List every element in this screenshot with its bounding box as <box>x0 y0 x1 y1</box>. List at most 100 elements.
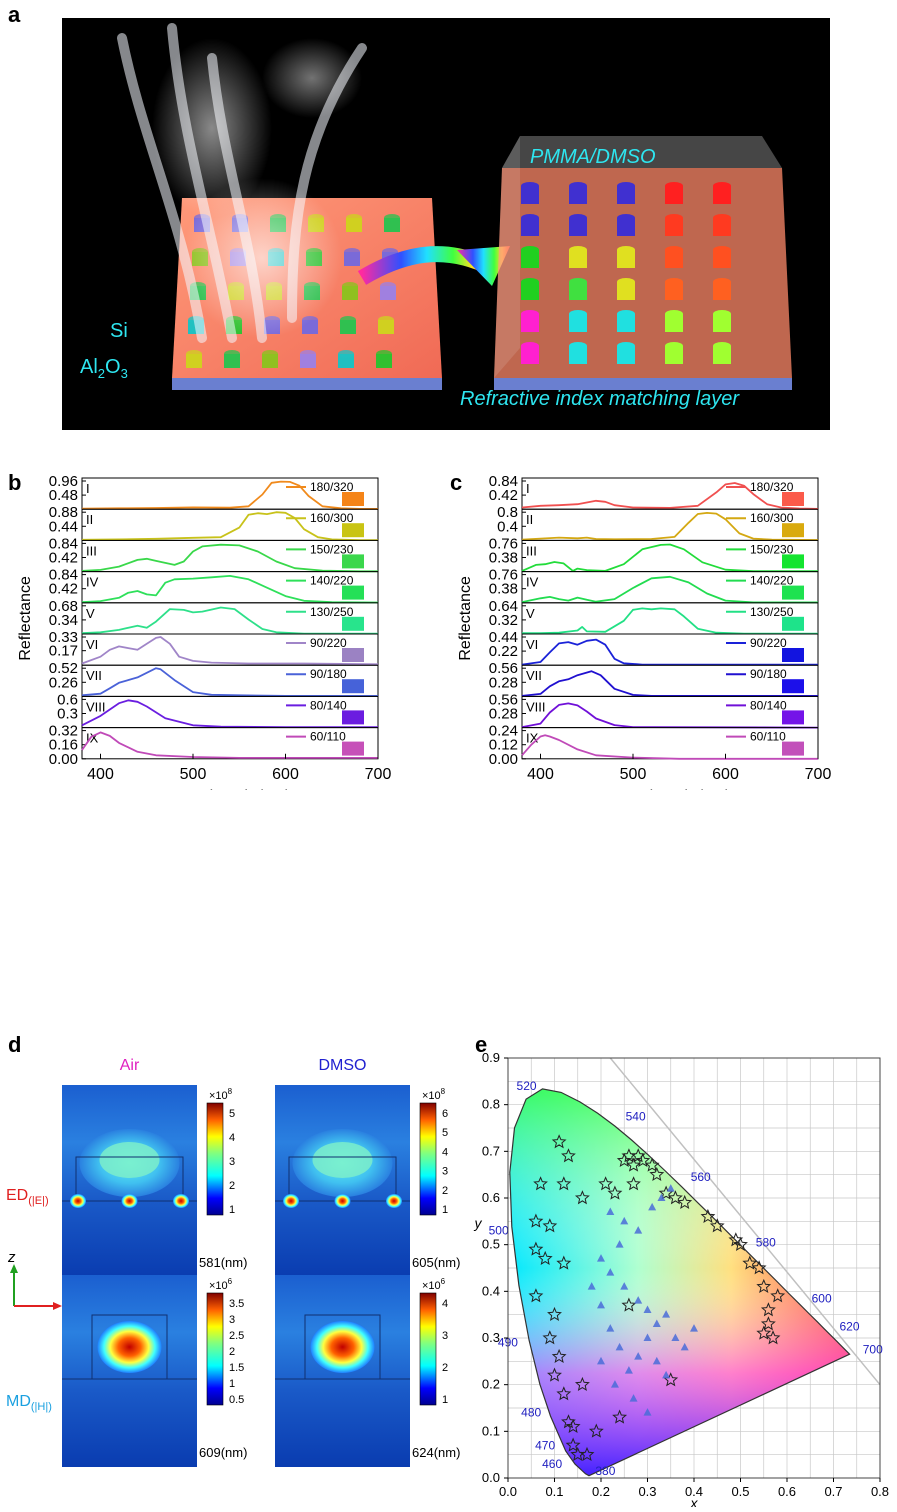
legend-label: 140/220 <box>310 574 354 588</box>
triangle-marker <box>606 1207 615 1215</box>
star-marker <box>733 1236 748 1251</box>
star-marker <box>565 1418 581 1433</box>
colorbar-tick: 3 <box>442 1330 448 1342</box>
hotspot <box>283 1194 299 1208</box>
triangle-marker <box>657 1193 666 1201</box>
x-tick-label: 0.4 <box>685 1484 703 1499</box>
star-marker <box>770 1288 786 1303</box>
legend-label: 60/110 <box>750 730 786 744</box>
color-swatch <box>342 585 364 600</box>
colorbar-tick: 2 <box>442 1185 448 1197</box>
transition-arrow <box>357 246 510 286</box>
pillar <box>340 320 356 334</box>
star-marker <box>760 1316 776 1331</box>
wavelength-label: 700 <box>863 1343 883 1357</box>
color-swatch <box>342 492 364 506</box>
y-tick-label: 0.28 <box>489 674 518 691</box>
blackbody-diagonal <box>609 1057 881 1386</box>
pillar-top <box>521 246 539 254</box>
y-tick-label: 0.1 <box>482 1423 500 1438</box>
star-marker <box>635 1152 651 1167</box>
color-swatch <box>342 523 364 538</box>
colorbar-scale: ×108 <box>209 1087 233 1102</box>
y-tick-label: 0.5 <box>482 1237 500 1252</box>
triangle-marker <box>615 1342 624 1351</box>
spectrum-line <box>521 638 818 666</box>
x-axis-label: Wavelength (nm) <box>169 788 290 790</box>
legend-label: 180/320 <box>310 480 354 494</box>
spectrum-line <box>521 512 819 541</box>
y-tick-label: 0.84 <box>49 567 78 584</box>
y-tick-label: 0.28 <box>489 706 518 723</box>
pillar-top <box>521 214 539 222</box>
wavelength-label: 620 <box>840 1319 860 1333</box>
y-tick-label: 0.32 <box>489 612 518 629</box>
series-number: IX <box>86 731 99 746</box>
pillar <box>713 186 731 204</box>
pillar <box>617 218 635 236</box>
legend-label: 180/320 <box>750 480 794 494</box>
right-pillars <box>521 182 731 364</box>
hotspot <box>386 1194 402 1208</box>
y-tick-label: 0.24 <box>489 723 518 740</box>
triangle-marker <box>634 1352 643 1360</box>
y-tick-label: 0.16 <box>49 737 78 754</box>
star-marker <box>551 1348 567 1363</box>
pillar-top <box>713 214 731 222</box>
star-marker <box>579 1446 595 1461</box>
pillar-top <box>224 350 240 358</box>
pillar <box>346 218 362 232</box>
panel-label-e: e <box>475 1032 488 1057</box>
panel-label-b: b <box>8 470 22 495</box>
color-swatch <box>782 741 804 756</box>
pillar-top <box>569 182 587 190</box>
pillar <box>224 354 240 368</box>
y-tick-label: 0.00 <box>489 751 518 768</box>
pillar-top <box>713 182 731 190</box>
water-splash <box>117 23 367 343</box>
pillar <box>521 218 539 236</box>
pillar-top <box>713 278 731 286</box>
star-marker <box>537 1250 553 1265</box>
label-pmma-dmso: PMMA/DMSO <box>530 146 656 168</box>
wavelength-label: 580 <box>756 1235 776 1249</box>
x-tick-label: 700 <box>365 766 392 783</box>
y-axis-label: y <box>474 1215 483 1231</box>
triangle-marker <box>620 1216 629 1225</box>
star-marker <box>677 1194 693 1209</box>
legend-label: 90/180 <box>310 667 347 681</box>
legend-label: 150/230 <box>750 542 794 556</box>
colorbar-tick: 3 <box>229 1314 235 1326</box>
star-marker <box>709 1218 725 1233</box>
pillar <box>617 250 635 268</box>
pillar-top <box>569 246 587 254</box>
resonance-wavelength: 624(nm) <box>412 1445 460 1460</box>
series-number: I <box>86 481 90 496</box>
y-tick-label: 0.38 <box>489 581 518 598</box>
legend-label: 60/110 <box>310 730 346 744</box>
triangle-marker <box>643 1408 652 1416</box>
resonance-wavelength: 609(nm) <box>199 1445 247 1460</box>
pillar-top <box>665 246 683 254</box>
spectrum-line <box>81 543 378 573</box>
pillar <box>665 250 683 268</box>
row-label-ed: ED(|E|) <box>6 1187 49 1207</box>
y-tick-label: 0.42 <box>49 581 78 598</box>
x-tick-label: 500 <box>180 766 207 783</box>
pillar-top <box>521 342 539 350</box>
star-marker <box>598 1176 614 1191</box>
colorbar-tick: 2 <box>229 1346 235 1358</box>
pillar <box>713 250 731 268</box>
wavelength-label: 560 <box>691 1170 711 1184</box>
pillar-top <box>338 350 354 358</box>
x-tick-label: 0.8 <box>871 1484 889 1499</box>
triangle-marker <box>648 1202 657 1211</box>
color-swatch <box>342 679 364 694</box>
triangle-marker <box>671 1333 680 1341</box>
y-tick-label: 0.33 <box>49 629 78 646</box>
star-marker <box>551 1134 567 1149</box>
y-tick-label: 0.68 <box>49 598 78 615</box>
colorbar-tick: 4 <box>442 1298 448 1310</box>
star-marker <box>556 1386 572 1401</box>
